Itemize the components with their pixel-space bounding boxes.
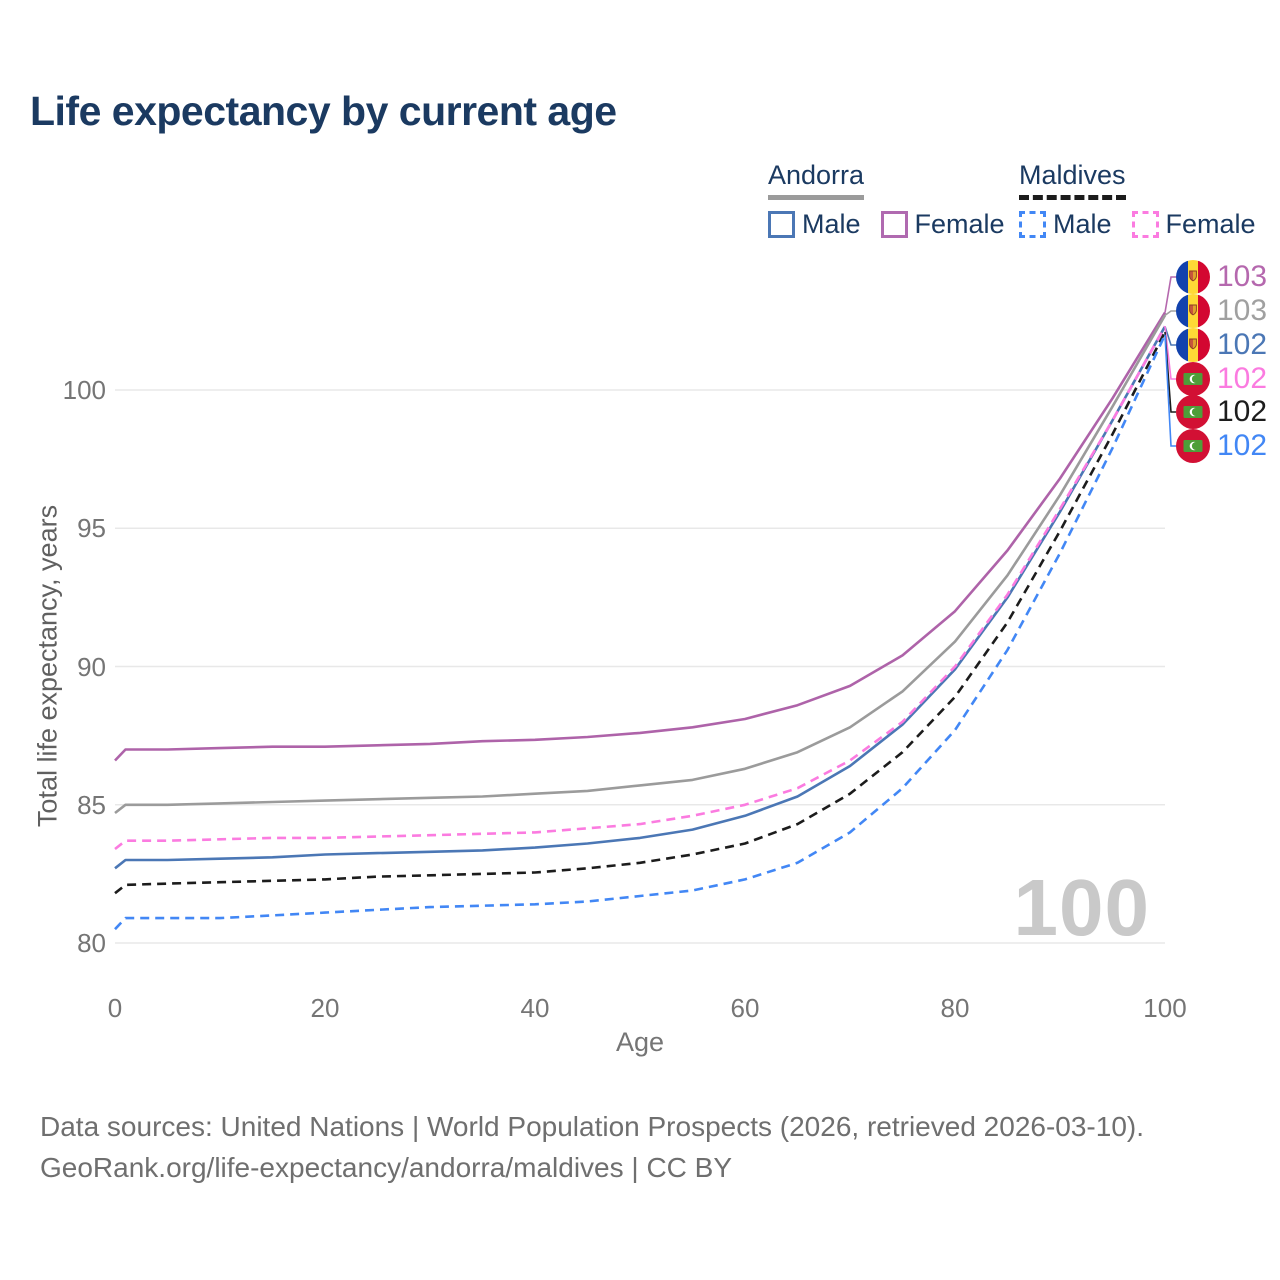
x-tick-40: 40: [520, 993, 550, 1023]
end-label-maldives-female: 102: [1176, 362, 1267, 396]
y-tick-80: 80: [77, 928, 106, 958]
x-axis-label: Age: [615, 1027, 665, 1057]
x-tick-20: 20: [310, 993, 340, 1023]
maldives-flag-icon: [1176, 429, 1210, 463]
legend-header-maldives[interactable]: Maldives: [1019, 160, 1126, 200]
andorra-flag-icon: [1176, 294, 1210, 328]
maldives-flag-icon: [1176, 395, 1210, 429]
legend-swatch-andorra-male[interactable]: [768, 211, 795, 238]
maldives-flag-icon: [1176, 362, 1210, 396]
legend-header-andorra[interactable]: Andorra: [768, 160, 865, 200]
y-tick-100: 100: [62, 375, 106, 405]
legend-swatch-maldives-female[interactable]: [1131, 211, 1159, 238]
legend-swatch-andorra-female[interactable]: [880, 211, 908, 238]
andorra-flag-icon: [1176, 328, 1210, 362]
end-label-maldives-male: 102: [1176, 429, 1267, 463]
hover-age-watermark: 100: [1013, 863, 1150, 952]
end-label-andorra-total: 103: [1176, 294, 1267, 328]
y-tick-85: 85: [77, 790, 106, 820]
footer-data-sources: Data sources: United Nations | World Pop…: [40, 1111, 1145, 1142]
legend-swatch-maldives-male[interactable]: [1019, 211, 1046, 238]
andorra-flag-icon: [1176, 260, 1210, 294]
y-tick-90: 90: [77, 652, 106, 682]
y-axis-label: Total life expectancy, years: [32, 504, 63, 828]
end-label-maldives-total: 102: [1176, 395, 1267, 429]
footer-attribution: GeoRank.org/life-expectancy/andorra/mald…: [40, 1152, 733, 1184]
x-tick-100: 100: [1143, 993, 1187, 1023]
footer: Data sources: United Nations | World Pop…: [40, 1106, 1144, 1188]
legend-label-andorra-male[interactable]: Male: [802, 209, 861, 239]
x-tick-60: 60: [730, 993, 760, 1023]
legend-label-andorra-female[interactable]: Female: [914, 209, 1005, 239]
x-tick-80: 80: [940, 993, 970, 1023]
x-tick-0: 0: [107, 993, 123, 1023]
page-title: Life expectancy by current age: [30, 88, 617, 134]
legend-group-andorra: Andorra Male Female: [768, 160, 1025, 240]
y-tick-95: 95: [77, 513, 106, 543]
legend-label-maldives-male[interactable]: Male: [1053, 209, 1112, 239]
legend-label-maldives-female[interactable]: Female: [1165, 209, 1256, 239]
end-label-andorra-female: 103: [1176, 260, 1267, 294]
legend-group-maldives: Maldives Male Female: [1019, 160, 1276, 240]
end-label-andorra-male: 102: [1176, 328, 1267, 362]
